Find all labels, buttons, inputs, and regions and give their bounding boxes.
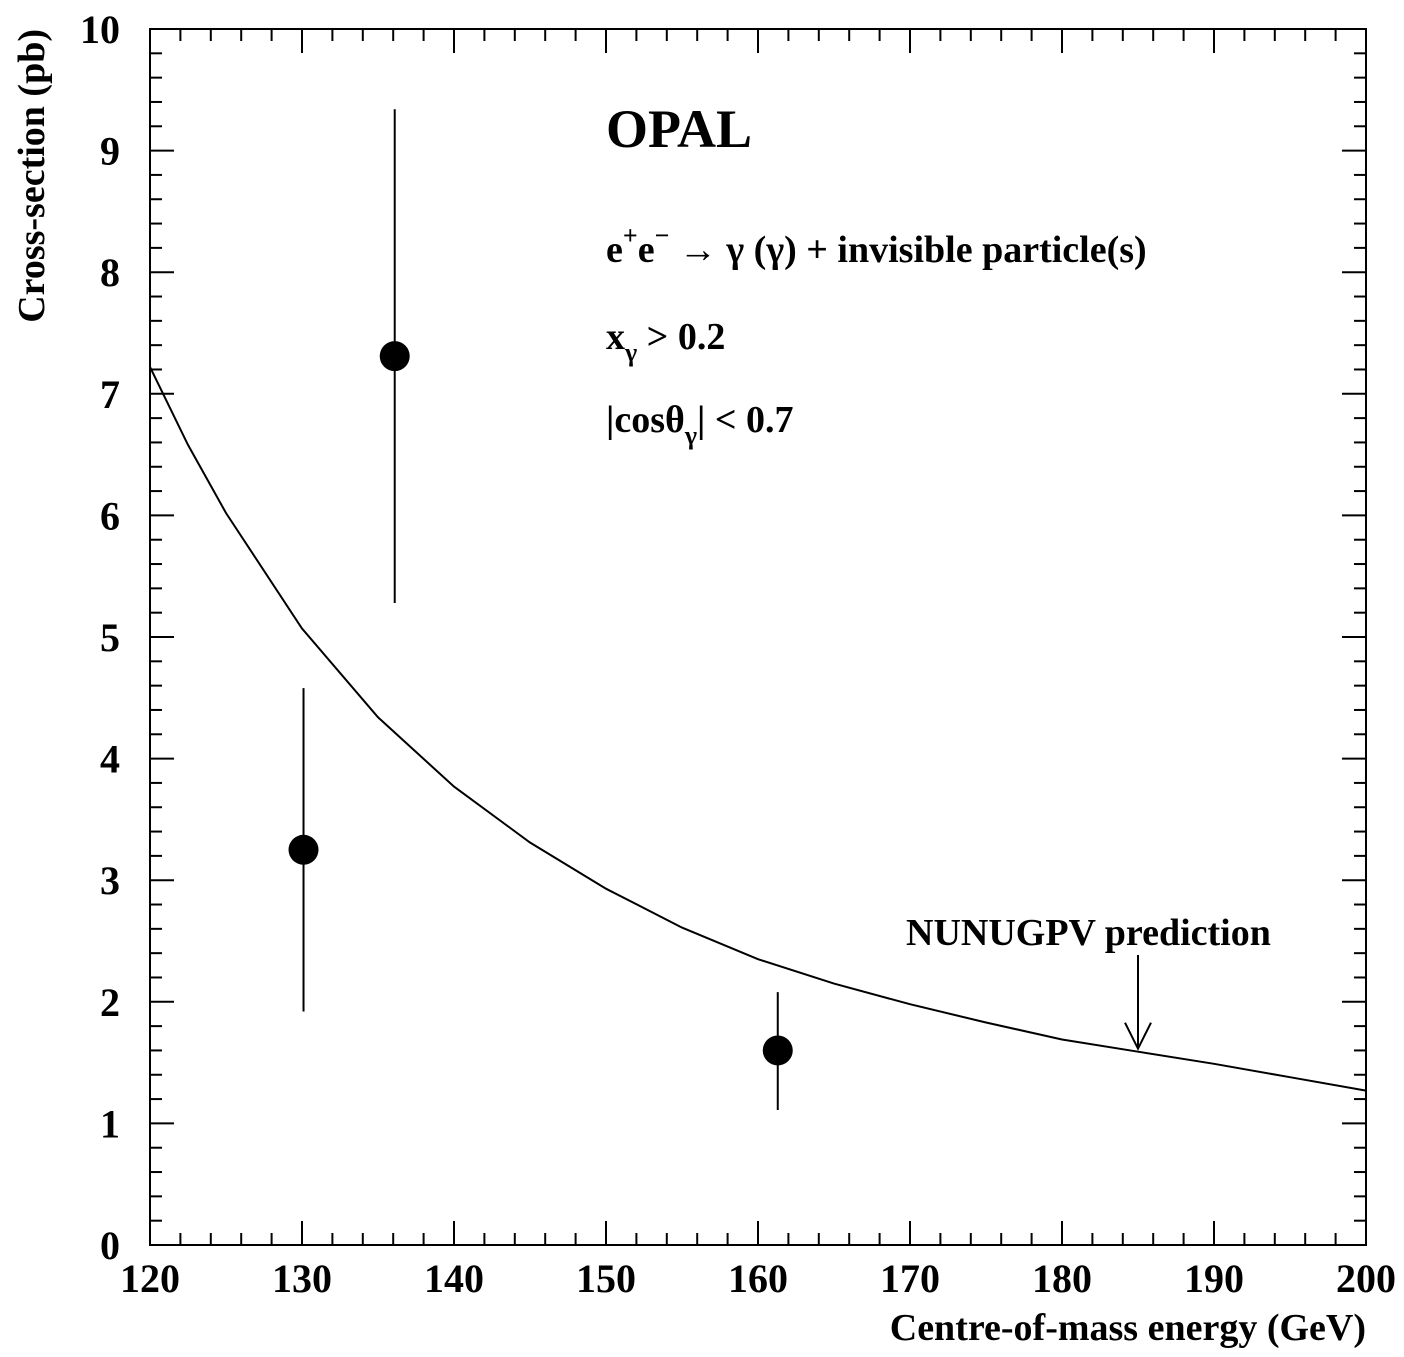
arrow-head	[1124, 1022, 1152, 1051]
y-tick-label: 7	[100, 372, 120, 417]
y-axis-label: Cross-section (pb)	[11, 29, 53, 323]
y-tick-label: 10	[80, 7, 120, 52]
x-tick-label: 170	[880, 1256, 940, 1301]
y-tick-label: 0	[100, 1223, 120, 1268]
prediction-label: NUNUGPV prediction	[906, 912, 1271, 954]
x-tick-label: 150	[576, 1256, 636, 1301]
y-tick-label: 8	[100, 250, 120, 295]
x-tick-label: 130	[272, 1256, 332, 1301]
y-tick-label: 5	[100, 615, 120, 660]
data-points	[288, 109, 793, 1111]
x-tick-label: 140	[424, 1256, 484, 1301]
x-tick-label: 180	[1032, 1256, 1092, 1301]
x-tick-label: 120	[120, 1256, 180, 1301]
y-tick-label: 4	[100, 737, 120, 782]
y-tick-label: 6	[100, 493, 120, 538]
tick-labels: 120 130 140 150 160 170 180 190 200 0 1 2 3 4 5 6 7 8 9 10	[80, 7, 1396, 1301]
costheta-cut-annotation: |cosθγ| < 0.7	[606, 399, 794, 450]
x-axis-label: Centre-of-mass energy (GeV)	[890, 1307, 1366, 1349]
x-tick-label: 190	[1184, 1256, 1244, 1301]
x-tick-label: 160	[728, 1256, 788, 1301]
data-point	[288, 834, 319, 865]
y-tick-label: 2	[100, 980, 120, 1025]
xgamma-cut-annotation: xγ > 0.2	[606, 316, 725, 367]
prediction-arrow	[1124, 955, 1152, 1051]
y-tick-label: 1	[100, 1101, 120, 1146]
x-tick-label: 200	[1336, 1256, 1396, 1301]
data-point	[379, 341, 410, 372]
y-tick-label: 9	[100, 129, 120, 174]
y-tick-label: 3	[100, 858, 120, 903]
chart-title: OPAL	[606, 99, 752, 159]
prediction-curve	[149, 366, 1367, 1092]
data-point	[762, 1035, 793, 1066]
process-annotation: e+e− → γ (γ) + invisible particle(s)	[606, 221, 1147, 271]
axis-ticks	[149, 28, 1367, 1246]
plot-frame	[149, 28, 1367, 1246]
